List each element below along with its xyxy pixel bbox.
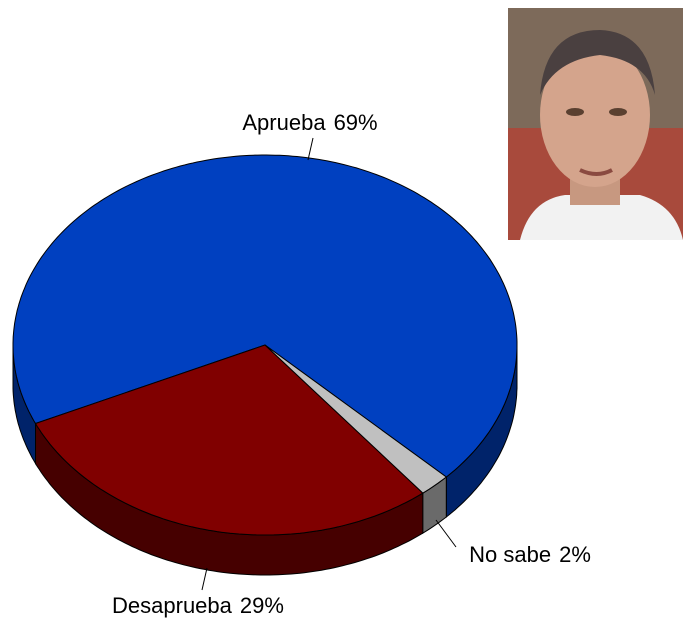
slice-label: Aprueba 69% — [242, 110, 377, 135]
photo — [508, 8, 683, 240]
slice — [264, 344, 448, 494]
value-label: 2% — [559, 542, 591, 567]
category-label: Desaprueba — [112, 593, 233, 618]
category-label: No sabe — [469, 542, 551, 567]
leader-line — [435, 519, 457, 548]
leader-line — [201, 567, 208, 591]
leader-line — [307, 137, 314, 161]
value-label: 69% — [334, 110, 378, 135]
value-label: 29% — [240, 593, 284, 618]
slice-label: No sabe 2% — [469, 542, 591, 567]
slice — [12, 154, 518, 478]
slice-label: Desaprueba 29% — [112, 593, 284, 618]
slice — [34, 344, 424, 536]
category-label: Aprueba — [242, 110, 326, 135]
